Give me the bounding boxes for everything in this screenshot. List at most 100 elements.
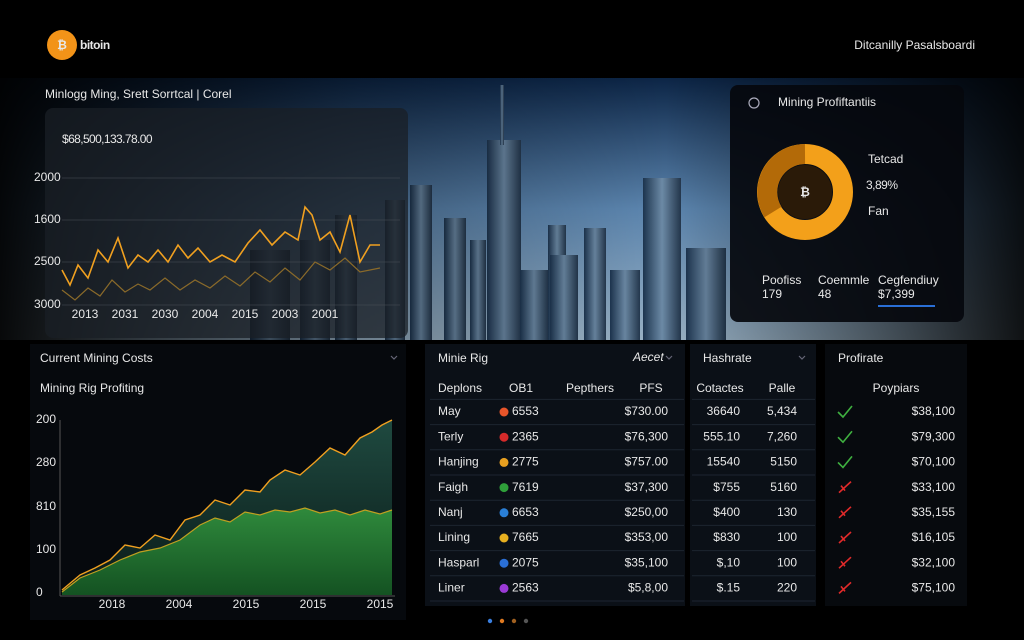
row-price: $76,300 xyxy=(625,429,669,443)
row-value: 5150 xyxy=(770,455,797,469)
panel-title: Minie Rig xyxy=(438,351,488,365)
y-tick-label: 810 xyxy=(36,499,56,513)
panel-title: Profirate xyxy=(838,351,884,365)
row-value: $33,100 xyxy=(912,480,956,494)
row-value: 130 xyxy=(777,505,797,519)
y-tick-label: 2000 xyxy=(34,170,61,184)
stat-label: Coemmle xyxy=(818,273,870,287)
costs-area-lower xyxy=(62,508,392,595)
y-tick-label: 0 xyxy=(36,585,43,599)
page-dot[interactable] xyxy=(511,618,517,624)
page-dot[interactable] xyxy=(487,618,493,624)
hero-line-secondary xyxy=(61,257,381,301)
cross-icon xyxy=(838,556,852,569)
chevron-icon xyxy=(390,355,398,360)
row-price: $5,8,00 xyxy=(628,581,668,595)
status-dot xyxy=(499,583,509,593)
row-label: May xyxy=(438,404,461,418)
cross-icon xyxy=(838,506,852,519)
row-value: $16,105 xyxy=(912,530,956,544)
card-label: Fan xyxy=(868,204,889,218)
row-value: 5160 xyxy=(770,480,797,494)
row-price: $250,00 xyxy=(625,505,669,519)
logo-icon: ₿ xyxy=(57,38,67,52)
chevron-icon xyxy=(798,355,806,360)
column-header: Deplons xyxy=(438,381,482,395)
row-value: $.15 xyxy=(717,581,741,595)
column-header: PFS xyxy=(639,381,662,395)
row-value: $830 xyxy=(713,530,740,544)
y-tick-label: 100 xyxy=(36,542,56,556)
row-label: Liner xyxy=(438,581,465,595)
stat-label: Poofiss xyxy=(762,273,801,287)
x-tick-label: 2013 xyxy=(72,307,99,321)
status-dot xyxy=(499,533,509,543)
row-price: $37,300 xyxy=(625,480,669,494)
status-dot xyxy=(499,407,509,417)
costs-line-upper xyxy=(61,419,393,591)
coin xyxy=(778,165,832,219)
stat-value: 48 xyxy=(818,287,832,301)
logo-icon-bg xyxy=(47,30,77,60)
check-icon xyxy=(837,430,853,444)
y-tick-label: 2500 xyxy=(34,254,61,268)
column-header: Pepthers xyxy=(566,381,614,395)
column-header: Cotactes xyxy=(696,381,743,395)
row-price: $353,00 xyxy=(625,530,669,544)
row-value: $32,100 xyxy=(912,555,956,569)
check-icon xyxy=(837,405,853,419)
row-value: 2563 xyxy=(512,581,539,595)
row-value: 100 xyxy=(777,555,797,569)
row-value: $79,300 xyxy=(912,429,956,443)
page-dot[interactable] xyxy=(499,618,505,624)
panel-title: Hashrate xyxy=(703,351,752,365)
hero-grid xyxy=(62,177,400,306)
row-value: 5,434 xyxy=(767,404,797,418)
y-tick-label: 3000 xyxy=(34,297,61,311)
row-value: $35,155 xyxy=(912,505,956,519)
status-dot xyxy=(499,432,509,442)
row-value: $75,100 xyxy=(912,581,956,595)
row-value: 2775 xyxy=(512,455,539,469)
row-price: $35,100 xyxy=(625,555,669,569)
row-value: 6653 xyxy=(512,505,539,519)
x-tick-label: 2004 xyxy=(166,597,193,611)
hero-label: Minlogg Ming, Srett Sorrtcal | Corel xyxy=(45,87,232,101)
pagination xyxy=(487,618,529,624)
row-label: Terly xyxy=(438,429,463,443)
card-percent: 3,89% xyxy=(866,178,898,192)
x-tick-label: 2015 xyxy=(300,597,327,611)
x-tick-label: 2015 xyxy=(233,597,260,611)
hero-line xyxy=(61,205,380,287)
price-panel xyxy=(45,108,408,338)
status-dot xyxy=(499,483,509,493)
costs-line-lower xyxy=(61,507,393,593)
panel-title: Current Mining Costs xyxy=(40,351,153,365)
column-header: OB1 xyxy=(509,381,533,395)
row-price: $730.00 xyxy=(625,404,669,418)
y-tick-label: 280 xyxy=(36,455,56,469)
y-tick-label: 1600 xyxy=(34,212,61,226)
cross-icon xyxy=(838,531,852,544)
card-label: Tetcad xyxy=(868,152,903,166)
row-value: 7,260 xyxy=(767,429,797,443)
row-label: Hasparl xyxy=(438,555,479,569)
page-dot[interactable] xyxy=(523,618,529,624)
row-value: 2075 xyxy=(512,555,539,569)
x-tick-label: 2018 xyxy=(99,597,126,611)
cross-icon xyxy=(838,581,852,594)
row-value: 555.10 xyxy=(703,429,740,443)
check-icon xyxy=(837,455,853,469)
row-value: $38,100 xyxy=(912,404,956,418)
row-label: Nanj xyxy=(438,505,463,519)
status-dot xyxy=(499,558,509,568)
row-label: Hanjing xyxy=(438,455,479,469)
filter-dropdown[interactable]: Aecet xyxy=(632,350,664,364)
row-value: 15540 xyxy=(707,455,741,469)
x-tick-label: 2004 xyxy=(192,307,219,321)
row-value: $70,100 xyxy=(912,455,956,469)
panel-subtitle: Mining Rig Profiting xyxy=(40,381,144,395)
row-value: 100 xyxy=(777,530,797,544)
row-label: Faigh xyxy=(438,480,468,494)
donut-segment xyxy=(757,144,806,218)
